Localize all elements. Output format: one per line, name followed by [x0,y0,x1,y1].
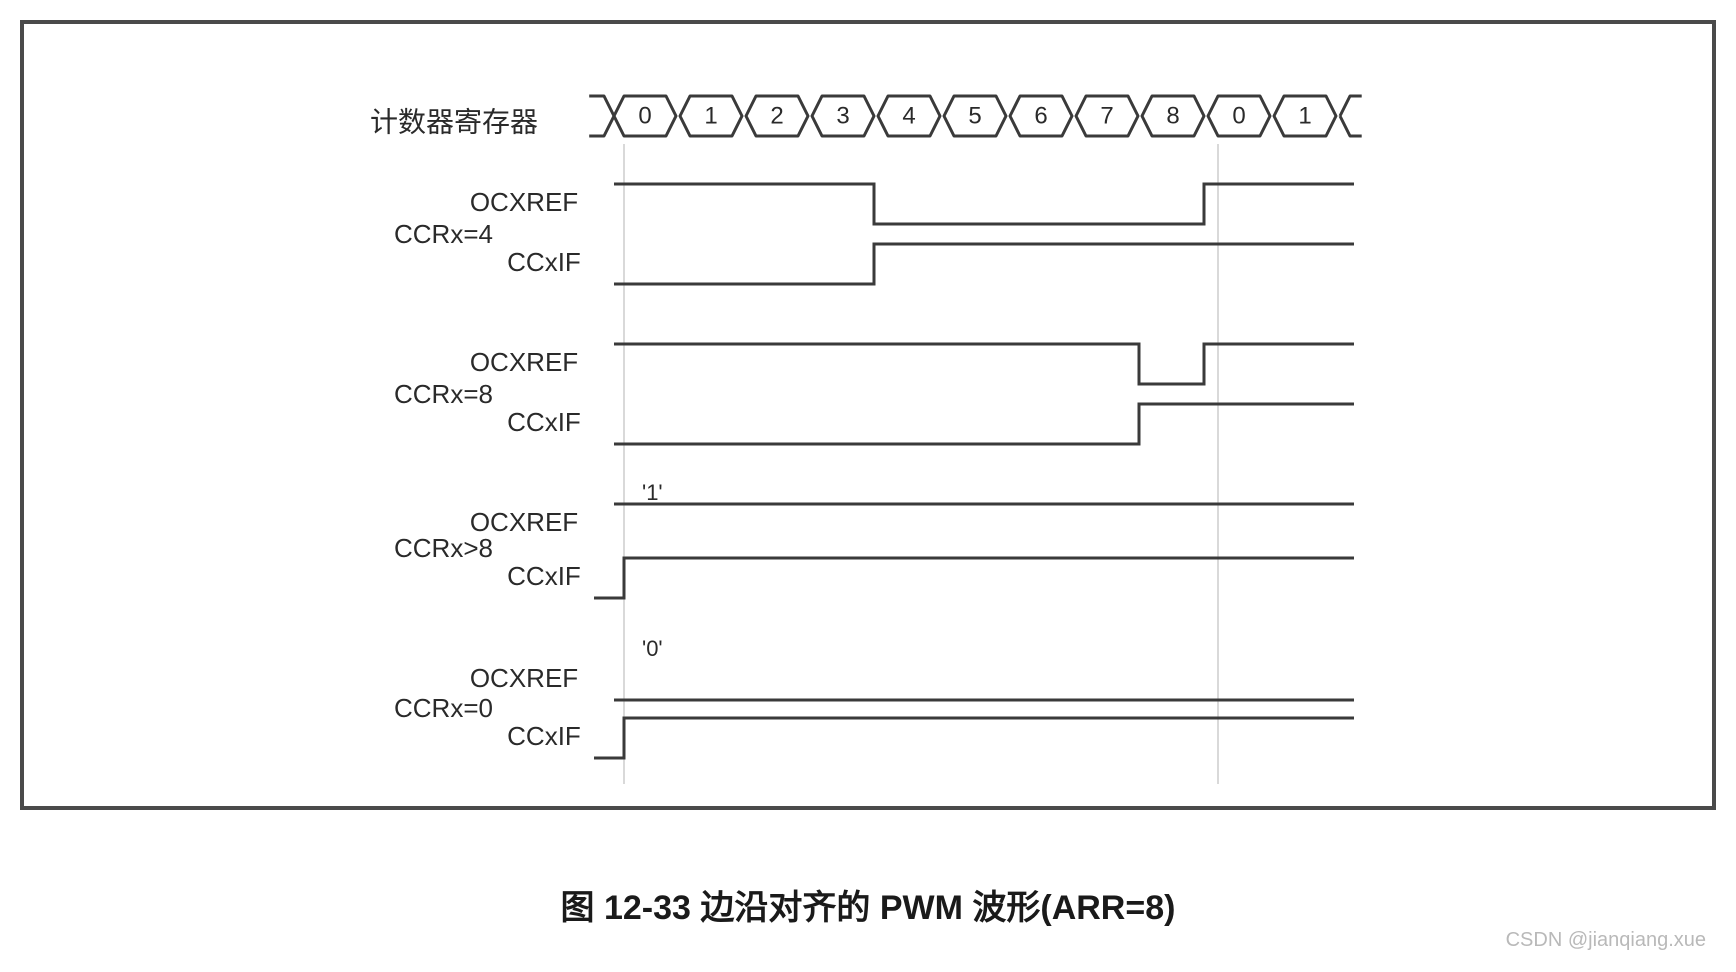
svg-text:CCRx=0: CCRx=0 [394,693,493,723]
svg-text:CCRx>8: CCRx>8 [394,533,493,563]
svg-text:OCXREF: OCXREF [470,507,578,537]
svg-text:0: 0 [1232,102,1245,129]
svg-text:4: 4 [902,102,915,129]
svg-text:OCXREF: OCXREF [470,663,578,693]
svg-text:5: 5 [968,102,981,129]
page: 计数器寄存器01234567801CCRx=4OCXREFCCxIFCCRx=8… [0,0,1736,972]
svg-text:'0': '0' [642,636,663,661]
svg-text:8: 8 [1166,102,1179,129]
svg-text:7: 7 [1100,102,1113,129]
svg-text:2: 2 [770,102,783,129]
svg-text:CCRx=8: CCRx=8 [394,379,493,409]
figure-caption: 图 12-33 边沿对齐的 PWM 波形(ARR=8) [0,880,1736,929]
svg-text:计数器寄存器: 计数器寄存器 [370,106,538,137]
svg-text:CCxIF: CCxIF [507,721,581,751]
svg-text:OCXREF: OCXREF [470,347,578,377]
svg-text:0: 0 [638,102,651,129]
svg-text:'1': '1' [642,480,663,505]
timing-diagram: 计数器寄存器01234567801CCRx=4OCXREFCCxIFCCRx=8… [24,24,1712,806]
svg-text:OCXREF: OCXREF [470,187,578,217]
svg-text:CCxIF: CCxIF [507,561,581,591]
svg-text:1: 1 [1298,102,1311,129]
svg-text:CCxIF: CCxIF [507,247,581,277]
svg-text:6: 6 [1034,102,1047,129]
svg-text:CCxIF: CCxIF [507,407,581,437]
svg-text:CCRx=4: CCRx=4 [394,219,493,249]
svg-text:1: 1 [704,102,717,129]
watermark: CSDN @jianqiang.xue [1506,929,1706,952]
svg-text:3: 3 [836,102,849,129]
